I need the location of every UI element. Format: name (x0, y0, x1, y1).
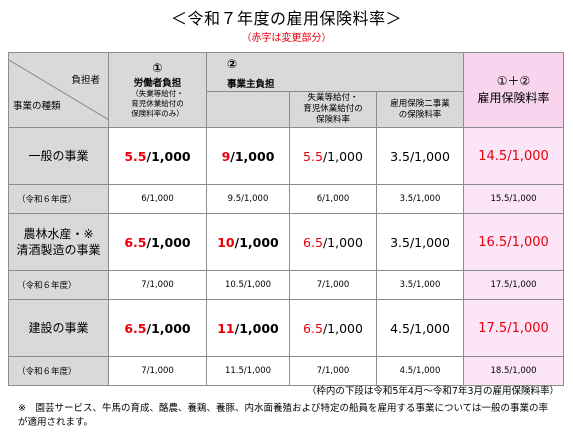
employer-rate: 9/1,000 (206, 127, 290, 185)
total-rate: 17.5/1,000 (463, 299, 565, 357)
header-employer-sub-a: 失業等給付・ 育児休業給付の 保険料率 (289, 91, 377, 128)
page-subtitle: （赤字は変更部分） (241, 33, 332, 44)
prev-employer-rate: 10.5/1,000 (206, 270, 290, 300)
header-worker-cell: ① 労働者負担 （失業等給付・ 育児休業給付の 保険料率のみ） (108, 52, 207, 128)
table-row: 一般の事業 5.5/1,000 9/1,000 5.5/1,000 3.5/1,… (8, 127, 565, 185)
employer-sub-b-rate: 3.5/1,000 (375, 127, 465, 185)
header-worker-sub: 保険料率のみ） (131, 109, 184, 118)
footnote: ※ 園芸サービス、牛馬の育成、酪農、養鶏、養豚、内水面養殖および特定の船員を雇用… (18, 403, 548, 428)
prev-employer-sub-b-rate: 3.5/1,000 (375, 184, 465, 214)
header-worker-num: ① (152, 61, 163, 75)
employer-sub-a-rate: 6.5/1,000 (289, 299, 377, 357)
employer-rate-unit: /1,000 (230, 148, 275, 164)
page-title: ＜令和７年度の雇用保険料率＞ (170, 9, 402, 28)
employer-rate: 11/1,000 (206, 299, 290, 357)
worker-rate-changed: 5.5 (124, 148, 147, 164)
header-corner-cell: 負担者 事業の種類 (8, 52, 109, 128)
header-employer-label: 事業主負担 (227, 79, 275, 90)
prev-employer-rate: 11.5/1,000 (206, 356, 290, 386)
worker-rate: 5.5/1,000 (108, 127, 207, 185)
header-employer-sub-b-line: 雇用保険二事業 (390, 98, 450, 109)
header-employer-cell: ② 事業主負担 (205, 52, 465, 92)
worker-rate-changed: 6.5 (124, 320, 147, 336)
employer-sub-a-changed: 6.5 (303, 234, 323, 250)
employer-rate-changed: 10 (217, 234, 235, 250)
header-employer-num: ② (227, 57, 238, 71)
worker-rate-changed: 6.5 (124, 234, 147, 250)
employer-sub-a-changed: 5.5 (303, 148, 323, 164)
rate-table: 負担者 事業の種類 ① 労働者負担 （失業等給付・ 育児休業給付の 保険料率のみ… (8, 52, 565, 386)
header-employer-sub-b-line: の保険料率 (398, 109, 442, 120)
category-cell: 建設の事業 (8, 299, 109, 357)
worker-rate-unit: /1,000 (146, 148, 191, 164)
diagonal-line (9, 60, 109, 120)
header-burden: 負担者 (71, 75, 100, 86)
table-row-prev: （令和６年度） 7/1,000 11.5/1,000 7/1,000 4.5/1… (8, 356, 565, 386)
category-label: 農林水産・※ (23, 227, 94, 241)
employer-sub-a-rate: 5.5/1,000 (289, 127, 377, 185)
table-row-prev: （令和６年度） 7/1,000 10.5/1,000 7/1,000 3.5/1… (8, 270, 565, 300)
employer-rate: 10/1,000 (206, 213, 290, 271)
header-worker-sub: （失業等給付・ (131, 89, 184, 98)
header-employer-sub-a-line: 失業等給付・ (307, 93, 359, 103)
prev-year-label: （令和６年度） (8, 356, 109, 386)
employer-sub-a-unit: /1,000 (322, 148, 363, 164)
total-rate: 16.5/1,000 (463, 213, 565, 271)
prev-employer-rate: 9.5/1,000 (206, 184, 290, 214)
employer-sub-a-rate: 6.5/1,000 (289, 213, 377, 271)
header-total-label: 雇用保険料率 (477, 91, 550, 105)
prev-year-label: （令和６年度） (8, 184, 109, 214)
prev-year-label: （令和６年度） (8, 270, 109, 300)
prev-employer-sub-b-rate: 3.5/1,000 (375, 270, 465, 300)
header-employer-sub-b: 雇用保険二事業 の保険料率 (375, 91, 465, 128)
category-label-line2: 清酒製造の事業 (16, 243, 101, 257)
prev-employer-sub-a-rate: 6/1,000 (289, 184, 377, 214)
header-worker-sub: 育児休業給付の (131, 99, 184, 108)
worker-rate-unit: /1,000 (146, 320, 191, 336)
header-business-type: 事業の種類 (13, 101, 61, 112)
table-row: 建設の事業 6.5/1,000 11/1,000 6.5/1,000 4.5/1… (8, 299, 565, 357)
prev-employer-sub-a-rate: 7/1,000 (289, 270, 377, 300)
period-note: （枠内の下段は令和5年4月～令和7年3月の雇用保険料率） (306, 386, 559, 397)
employer-rate-changed: 9 (221, 148, 231, 164)
table-row: 農林水産・※ 清酒製造の事業 6.5/1,000 10/1,000 6.5/1,… (8, 213, 565, 271)
category-cell: 一般の事業 (8, 127, 109, 185)
employer-sub-a-unit: /1,000 (322, 320, 363, 336)
employer-rate-unit: /1,000 (234, 234, 279, 250)
employer-rate-changed: 11 (217, 320, 235, 336)
total-rate: 14.5/1,000 (463, 127, 565, 185)
prev-total-rate: 15.5/1,000 (463, 184, 565, 214)
employer-sub-b-rate: 3.5/1,000 (375, 213, 465, 271)
employer-rate-unit: /1,000 (234, 320, 279, 336)
worker-rate: 6.5/1,000 (108, 213, 207, 271)
worker-rate-unit: /1,000 (146, 234, 191, 250)
employer-sub-a-unit: /1,000 (322, 234, 363, 250)
header-employer-blank (206, 91, 290, 128)
prev-employer-sub-b-rate: 4.5/1,000 (375, 356, 465, 386)
header-total-num: ①＋② (496, 74, 531, 88)
header-employer-sub-a-line: 保険料率 (315, 115, 350, 125)
category-cell: 農林水産・※ 清酒製造の事業 (8, 213, 109, 271)
category-label: 一般の事業 (28, 149, 89, 163)
prev-worker-rate: 7/1,000 (108, 356, 207, 386)
header-worker-label: 労働者負担 (133, 78, 182, 89)
employer-sub-a-changed: 6.5 (303, 320, 323, 336)
worker-rate: 6.5/1,000 (108, 299, 207, 357)
employer-sub-b-rate: 4.5/1,000 (375, 299, 465, 357)
prev-employer-sub-a-rate: 7/1,000 (289, 356, 377, 386)
header-employer-sub-a-line: 育児休業給付の (303, 104, 363, 114)
header-total-cell: ①＋② 雇用保険料率 (463, 52, 565, 128)
prev-total-rate: 18.5/1,000 (463, 356, 565, 386)
category-label: 建設の事業 (28, 321, 89, 335)
prev-worker-rate: 6/1,000 (108, 184, 207, 214)
prev-worker-rate: 7/1,000 (108, 270, 207, 300)
prev-total-rate: 17.5/1,000 (463, 270, 565, 300)
table-row-prev: （令和６年度） 6/1,000 9.5/1,000 6/1,000 3.5/1,… (8, 184, 565, 214)
